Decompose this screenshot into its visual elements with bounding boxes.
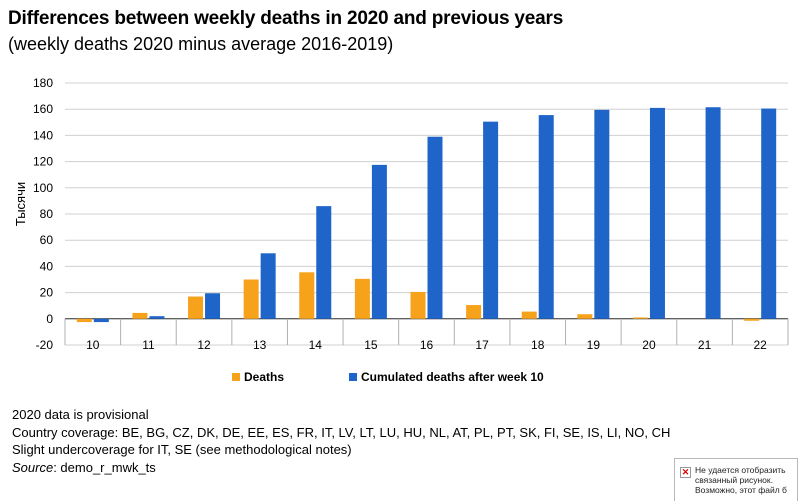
bar-deaths (299, 272, 315, 319)
source-value: : demo_r_mwk_ts (53, 459, 156, 475)
bar-cumulated (483, 121, 499, 319)
note-undercoverage: Slight undercoverage for IT, SE (see met… (12, 442, 352, 457)
x-tick-label: 13 (253, 338, 267, 352)
bar-cumulated (149, 316, 165, 319)
y-axis-label: Тысячи (13, 182, 28, 226)
x-tick-label: 19 (587, 338, 601, 352)
chart-title: Differences between weekly deaths in 202… (8, 8, 564, 29)
x-tick-label: 20 (642, 338, 656, 352)
note-provisional: 2020 data is provisional (12, 407, 149, 422)
bar-deaths (188, 296, 204, 319)
bar-cumulated (93, 318, 109, 323)
bar-cumulated (371, 164, 387, 319)
bar-deaths (577, 314, 593, 319)
note-source: Source: demo_r_mwk_ts (12, 459, 670, 477)
bar-deaths (243, 279, 259, 319)
y-tick-label: 0 (46, 312, 53, 326)
bar-deaths (744, 318, 760, 321)
y-tick-label: 160 (33, 102, 53, 116)
bar-deaths (466, 305, 482, 319)
bar-cumulated (427, 136, 443, 319)
legend-swatch (232, 373, 240, 381)
broken-image-placeholder: ✕ Не удается отобразить связанный рисуно… (674, 458, 798, 501)
bar-cumulated (316, 206, 332, 319)
chart-subtitle: (weekly deaths 2020 minus average 2016-2… (8, 34, 394, 54)
x-tick-label: 11 (142, 338, 155, 352)
x-tick-label: 12 (197, 338, 211, 352)
bar-deaths (521, 311, 537, 319)
y-tick-label: 80 (40, 207, 54, 221)
y-tick-label: 140 (33, 128, 53, 142)
bar-deaths (632, 317, 648, 319)
bar-cumulated (594, 109, 610, 319)
x-tick-label: 10 (86, 338, 100, 352)
bar-cumulated (649, 107, 665, 319)
legend-label: Deaths (244, 370, 284, 384)
note-country-coverage: Country coverage: BE, BG, CZ, DK, DE, EE… (12, 424, 671, 440)
x-tick-label: 14 (309, 338, 323, 352)
bar-deaths (354, 278, 370, 319)
bar-cumulated (538, 115, 554, 319)
y-tick-label: -20 (36, 338, 54, 352)
bar-deaths (410, 291, 426, 319)
y-tick-label: 20 (40, 286, 54, 300)
x-tick-label: 17 (475, 338, 489, 352)
source-label: Source (12, 459, 54, 475)
y-tick-label: 100 (33, 181, 53, 195)
x-tick-label: 22 (754, 338, 768, 352)
legend-label: Cumulated deaths after week 10 (361, 370, 544, 384)
bar-cumulated (705, 107, 721, 319)
bar-cumulated (205, 293, 221, 319)
broken-image-icon: ✕ (680, 467, 691, 478)
x-tick-label: 21 (698, 338, 712, 352)
y-tick-label: 40 (40, 259, 54, 273)
y-tick-label: 120 (33, 155, 53, 169)
bar-cumulated (260, 253, 276, 319)
bar-deaths (76, 318, 92, 323)
legend-swatch (349, 373, 357, 381)
y-tick-label: 180 (33, 76, 53, 90)
x-tick-label: 15 (364, 338, 378, 352)
x-tick-label: 16 (420, 338, 434, 352)
bar-deaths (132, 312, 148, 319)
bar-cumulated (761, 108, 777, 319)
x-tick-label: 18 (531, 338, 545, 352)
broken-image-message: Не удается отобразить связанный рисунок.… (695, 465, 787, 495)
chart-notes: 2020 data is provisional Country coverag… (12, 406, 670, 476)
y-tick-label: 60 (40, 233, 54, 247)
